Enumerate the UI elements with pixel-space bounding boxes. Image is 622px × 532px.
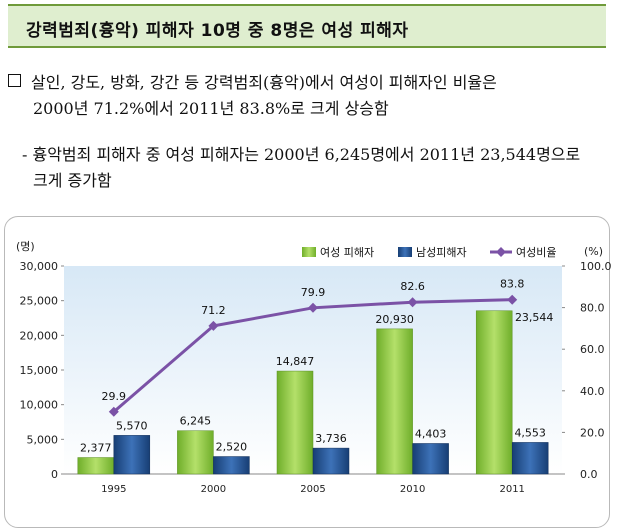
- label-female: 14,847: [276, 355, 315, 368]
- right-tick-label: 0.0: [580, 468, 598, 481]
- label-female-ratio: 71.2: [201, 304, 226, 317]
- legend-swatch-female: [302, 247, 316, 257]
- bar-male: [213, 456, 250, 475]
- label-male: 2,520: [216, 441, 248, 454]
- point-female-ratio: [507, 294, 518, 305]
- point-female-ratio: [108, 406, 119, 417]
- label-female-ratio: 82.6: [400, 280, 425, 293]
- legend-label-male: 남성피해자: [416, 245, 467, 259]
- x-tick-label: 2000: [201, 484, 226, 495]
- label-male: 3,736: [315, 432, 347, 445]
- bar-male: [511, 442, 549, 475]
- legend-label-ratio: 여성비율: [516, 246, 556, 259]
- point-female-ratio: [208, 320, 219, 331]
- left-tick-label: 30,000: [20, 260, 59, 273]
- right-tick-label: 80.0: [580, 302, 605, 315]
- bullet-1-line-1: 살인, 강도, 방화, 강간 등 강력범죄(흉악)에서 여성이 피해자인 비율은: [8, 70, 497, 96]
- legend-swatch-ratio-marker: [496, 247, 506, 257]
- label-male: 4,403: [415, 427, 447, 440]
- left-tick-label: 20,000: [20, 329, 59, 342]
- right-tick-label: 60.0: [580, 343, 605, 356]
- label-female-ratio: 79.9: [301, 286, 326, 299]
- left-tick-label: 0: [51, 468, 58, 481]
- point-female-ratio: [407, 297, 418, 308]
- left-tick-label: 25,000: [20, 295, 59, 308]
- x-tick-label: 2011: [499, 484, 524, 495]
- label-female: 20,930: [375, 313, 414, 326]
- label-female-ratio: 83.8: [500, 278, 525, 291]
- bar-male: [412, 443, 449, 475]
- square-bullet-icon: [8, 74, 21, 87]
- right-tick-label: 100.0: [580, 260, 612, 273]
- bullet-1-text-1: 살인, 강도, 방화, 강간 등 강력범죄(흉악)에서 여성이 피해자인 비율은: [31, 73, 497, 92]
- x-tick-label: 1995: [101, 484, 126, 495]
- bar-female: [475, 310, 513, 475]
- bar-male: [312, 447, 350, 475]
- bar-male: [113, 435, 151, 475]
- left-tick-label: 10,000: [20, 399, 59, 412]
- bullet-1-line-2: 2000년 71.2%에서 2011년 83.8%로 크게 상승함: [33, 99, 389, 118]
- right-tick-label: 40.0: [580, 385, 605, 398]
- left-axis-unit: (명): [16, 240, 35, 253]
- bullet-2-line-2: 크게 증가함: [33, 171, 112, 190]
- label-male: 5,570: [116, 419, 148, 432]
- page-title: 강력범죄(흉악) 피해자 10명 중 8명은 여성 피해자: [26, 21, 409, 41]
- left-tick-label: 5,000: [27, 433, 59, 446]
- x-tick-label: 2005: [300, 484, 325, 495]
- bar-female: [376, 328, 413, 475]
- right-tick-label: 20.0: [580, 426, 605, 439]
- legend-swatch-male: [398, 247, 412, 257]
- label-male: 4,553: [514, 426, 546, 439]
- right-axis-unit: (%): [584, 245, 603, 258]
- x-tick-label: 2010: [400, 484, 425, 495]
- bar-female: [276, 370, 314, 475]
- bullet-2-line-1: - 흉악범죄 피해자 중 여성 피해자는 2000년 6,245명에서 2011…: [22, 145, 581, 164]
- bar-female: [177, 430, 214, 475]
- bar-female: [77, 457, 115, 475]
- legend-label-female: 여성 피해자: [320, 245, 374, 259]
- label-female: 2,377: [80, 442, 112, 455]
- label-female-ratio: 29.9: [102, 390, 127, 403]
- title-banner: 강력범죄(흉악) 피해자 10명 중 8명은 여성 피해자: [8, 4, 606, 48]
- label-female: 23,544: [515, 311, 554, 324]
- chart-frame: [4, 216, 610, 528]
- point-female-ratio: [308, 302, 318, 313]
- left-tick-label: 15,000: [20, 364, 59, 377]
- label-female: 6,245: [180, 415, 212, 428]
